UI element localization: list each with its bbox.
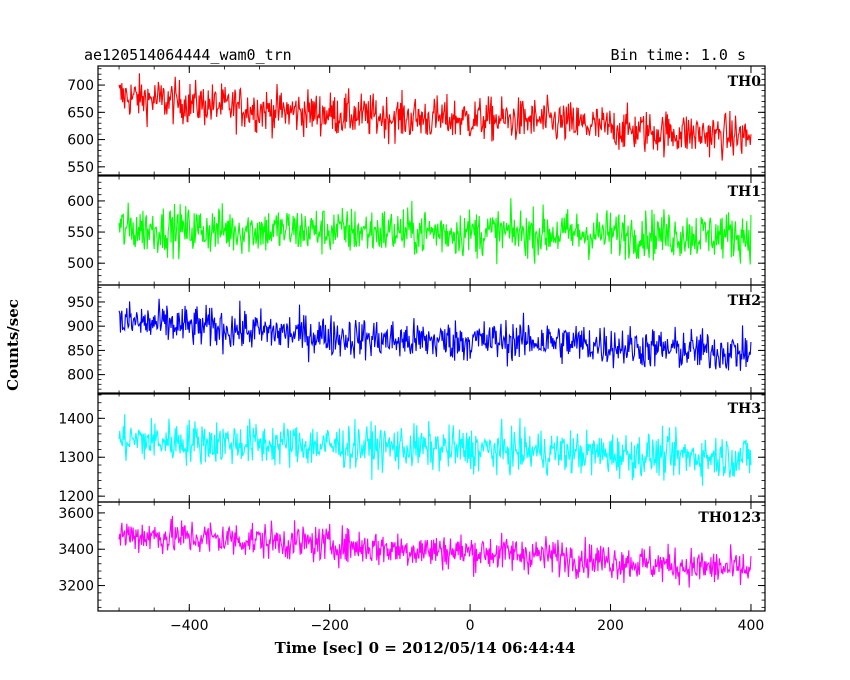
series-line-th0123	[118, 515, 752, 588]
y-tick-label: 850	[67, 343, 94, 359]
y-tick-label: 550	[67, 160, 94, 176]
panel-label-th0123: TH0123	[698, 510, 761, 526]
y-tick-label: 800	[67, 368, 94, 384]
panel-th1: 500 550 600 TH1	[67, 175, 766, 286]
x-tick-label: 200	[597, 618, 624, 634]
series-line-th3	[118, 414, 752, 486]
y-tick-label: 3200	[58, 579, 94, 595]
y-tick-label: 950	[67, 295, 94, 311]
x-tick-label: 400	[738, 618, 765, 634]
y-tick-label: 3600	[58, 506, 94, 522]
y-tick-label: 500	[67, 256, 94, 272]
y-tick-label: 1400	[58, 411, 94, 427]
panel-frame	[97, 65, 766, 176]
series-line-th0	[118, 73, 752, 161]
y-axis-label: Counts/sec	[4, 299, 22, 391]
y-tick-label: 650	[67, 105, 94, 121]
panel-th0: 550 600 650 700 TH0	[67, 65, 766, 176]
panels-group: 550 600 650 700 TH0 500 550 600 TH1 800 850 900 950 T…	[58, 65, 766, 612]
panel-th2: 800 850 900 950 TH2	[67, 284, 766, 395]
panel-label-th0: TH0	[728, 74, 762, 90]
y-tick-label: 550	[67, 225, 94, 241]
x-tick-label: −200	[310, 618, 348, 634]
chart-title: ae120514064444_wam0_trn	[84, 46, 292, 64]
x-axis: −400 −200 0 200 400	[170, 618, 764, 634]
x-tick-label: −400	[170, 618, 208, 634]
y-tick-label: 600	[67, 133, 94, 149]
panel-th0123: 3200 3400 3600 TH0123	[58, 501, 766, 612]
series-line-th2	[118, 298, 752, 371]
x-tick-label: 0	[466, 618, 475, 634]
y-tick-label: 3400	[58, 542, 94, 558]
y-tick-label: 1200	[58, 489, 94, 505]
x-axis-label: Time [sec] 0 = 2012/05/14 06:44:44	[274, 639, 576, 657]
y-tick-label: 900	[67, 319, 94, 335]
panel-label-th3: TH3	[728, 401, 761, 417]
panel-label-th2: TH2	[728, 293, 761, 309]
bin-time-label: Bin time: 1.0 s	[610, 46, 746, 64]
y-tick-label: 1300	[58, 450, 94, 466]
panel-frame	[97, 284, 766, 395]
y-tick-label: 700	[67, 78, 94, 94]
series-line-th1	[118, 198, 752, 265]
y-tick-label: 600	[67, 194, 94, 210]
panel-th3: 1200 1300 1400 TH3	[58, 392, 766, 505]
panel-label-th1: TH1	[728, 184, 761, 200]
